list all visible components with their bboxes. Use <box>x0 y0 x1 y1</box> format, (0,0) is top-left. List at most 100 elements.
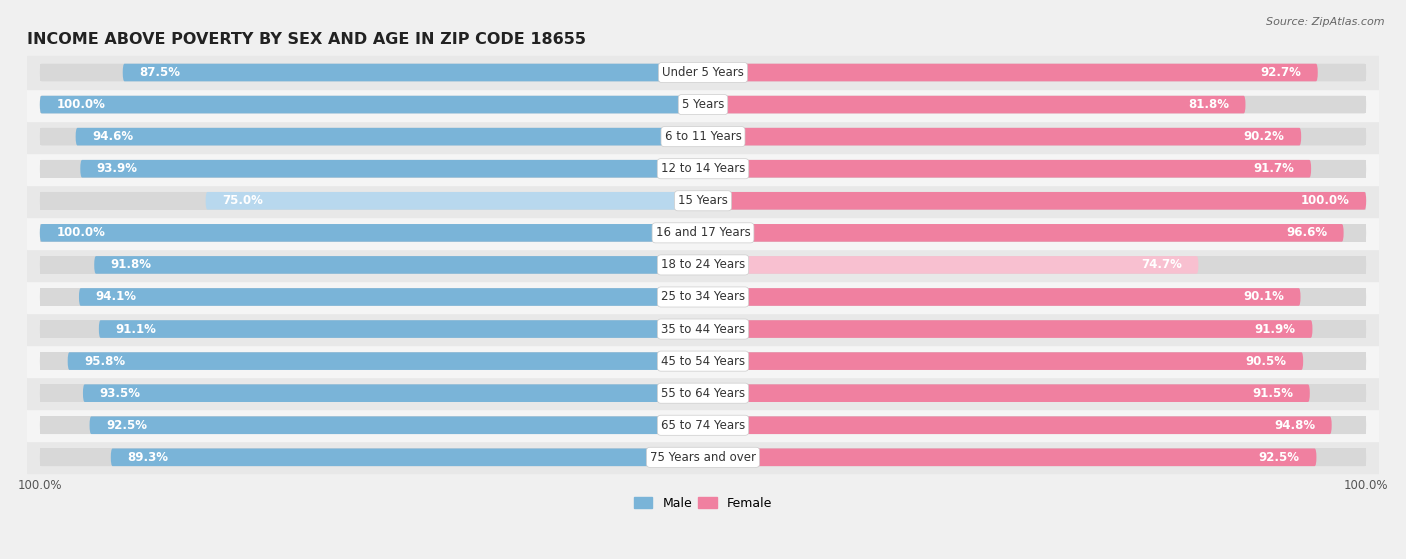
FancyBboxPatch shape <box>703 64 1367 82</box>
Text: 93.5%: 93.5% <box>100 387 141 400</box>
FancyBboxPatch shape <box>703 256 1367 274</box>
FancyBboxPatch shape <box>39 96 703 113</box>
Bar <box>703 224 1367 241</box>
Legend: Male, Female: Male, Female <box>628 492 778 515</box>
Bar <box>39 288 703 306</box>
Bar <box>27 185 1379 217</box>
Text: INCOME ABOVE POVERTY BY SEX AND AGE IN ZIP CODE 18655: INCOME ABOVE POVERTY BY SEX AND AGE IN Z… <box>27 32 585 47</box>
Text: 100.0%: 100.0% <box>1301 195 1350 207</box>
FancyBboxPatch shape <box>39 256 703 274</box>
Bar <box>39 256 703 274</box>
Bar <box>39 416 703 434</box>
FancyBboxPatch shape <box>703 128 1367 145</box>
FancyBboxPatch shape <box>39 448 703 466</box>
Bar <box>27 153 1379 185</box>
Bar <box>703 64 1367 82</box>
FancyBboxPatch shape <box>122 64 703 82</box>
Bar <box>39 64 703 82</box>
Bar <box>703 192 1367 210</box>
Text: Under 5 Years: Under 5 Years <box>662 66 744 79</box>
Text: 5 Years: 5 Years <box>682 98 724 111</box>
FancyBboxPatch shape <box>703 416 1331 434</box>
FancyBboxPatch shape <box>703 96 1246 113</box>
Text: 6 to 11 Years: 6 to 11 Years <box>665 130 741 143</box>
Text: 100.0%: 100.0% <box>56 226 105 239</box>
Text: 87.5%: 87.5% <box>139 66 180 79</box>
FancyBboxPatch shape <box>76 128 703 145</box>
FancyBboxPatch shape <box>39 128 703 145</box>
Text: 90.1%: 90.1% <box>1243 291 1284 304</box>
FancyBboxPatch shape <box>39 96 703 113</box>
FancyBboxPatch shape <box>79 288 703 306</box>
FancyBboxPatch shape <box>703 385 1367 402</box>
FancyBboxPatch shape <box>703 288 1301 306</box>
FancyBboxPatch shape <box>703 64 1317 82</box>
FancyBboxPatch shape <box>703 448 1316 466</box>
Text: 100.0%: 100.0% <box>56 98 105 111</box>
Bar <box>703 352 1367 370</box>
FancyBboxPatch shape <box>39 224 703 241</box>
FancyBboxPatch shape <box>703 320 1367 338</box>
Text: 94.8%: 94.8% <box>1274 419 1315 432</box>
Text: 91.1%: 91.1% <box>115 323 156 335</box>
Text: 91.5%: 91.5% <box>1253 387 1294 400</box>
FancyBboxPatch shape <box>205 192 703 210</box>
Text: 90.5%: 90.5% <box>1246 354 1286 368</box>
Bar <box>27 441 1379 473</box>
Bar <box>703 128 1367 145</box>
Text: 12 to 14 Years: 12 to 14 Years <box>661 162 745 175</box>
Bar <box>703 160 1367 178</box>
FancyBboxPatch shape <box>703 224 1344 241</box>
Text: 25 to 34 Years: 25 to 34 Years <box>661 291 745 304</box>
Bar <box>39 192 703 210</box>
Bar <box>27 409 1379 441</box>
FancyBboxPatch shape <box>39 64 703 82</box>
Bar <box>27 249 1379 281</box>
FancyBboxPatch shape <box>39 352 703 370</box>
Bar <box>703 448 1367 466</box>
Bar <box>703 385 1367 402</box>
FancyBboxPatch shape <box>39 416 703 434</box>
FancyBboxPatch shape <box>703 160 1312 178</box>
Text: 18 to 24 Years: 18 to 24 Years <box>661 258 745 272</box>
FancyBboxPatch shape <box>703 320 1312 338</box>
FancyBboxPatch shape <box>703 352 1303 370</box>
FancyBboxPatch shape <box>39 288 703 306</box>
Text: 92.5%: 92.5% <box>105 419 148 432</box>
Text: 92.7%: 92.7% <box>1260 66 1301 79</box>
Bar <box>39 224 703 241</box>
Bar <box>27 345 1379 377</box>
FancyBboxPatch shape <box>703 192 1367 210</box>
FancyBboxPatch shape <box>39 320 703 338</box>
Text: 95.8%: 95.8% <box>84 354 125 368</box>
Bar <box>27 121 1379 153</box>
Bar <box>27 281 1379 313</box>
Text: 91.7%: 91.7% <box>1254 162 1295 175</box>
Bar <box>27 56 1379 88</box>
Bar <box>39 128 703 145</box>
Bar <box>27 88 1379 121</box>
FancyBboxPatch shape <box>703 416 1367 434</box>
FancyBboxPatch shape <box>80 160 703 178</box>
Bar <box>703 256 1367 274</box>
Bar <box>703 320 1367 338</box>
FancyBboxPatch shape <box>83 385 703 402</box>
Bar <box>39 448 703 466</box>
Text: 96.6%: 96.6% <box>1286 226 1327 239</box>
Bar <box>27 377 1379 409</box>
Bar <box>703 288 1367 306</box>
Bar <box>39 385 703 402</box>
Text: 35 to 44 Years: 35 to 44 Years <box>661 323 745 335</box>
FancyBboxPatch shape <box>703 96 1367 113</box>
FancyBboxPatch shape <box>703 385 1310 402</box>
FancyBboxPatch shape <box>703 128 1301 145</box>
Bar <box>39 160 703 178</box>
Text: 94.1%: 94.1% <box>96 291 136 304</box>
Text: 55 to 64 Years: 55 to 64 Years <box>661 387 745 400</box>
FancyBboxPatch shape <box>39 385 703 402</box>
FancyBboxPatch shape <box>39 192 703 210</box>
Text: 15 Years: 15 Years <box>678 195 728 207</box>
Bar <box>39 352 703 370</box>
Bar <box>703 96 1367 113</box>
Bar <box>27 217 1379 249</box>
